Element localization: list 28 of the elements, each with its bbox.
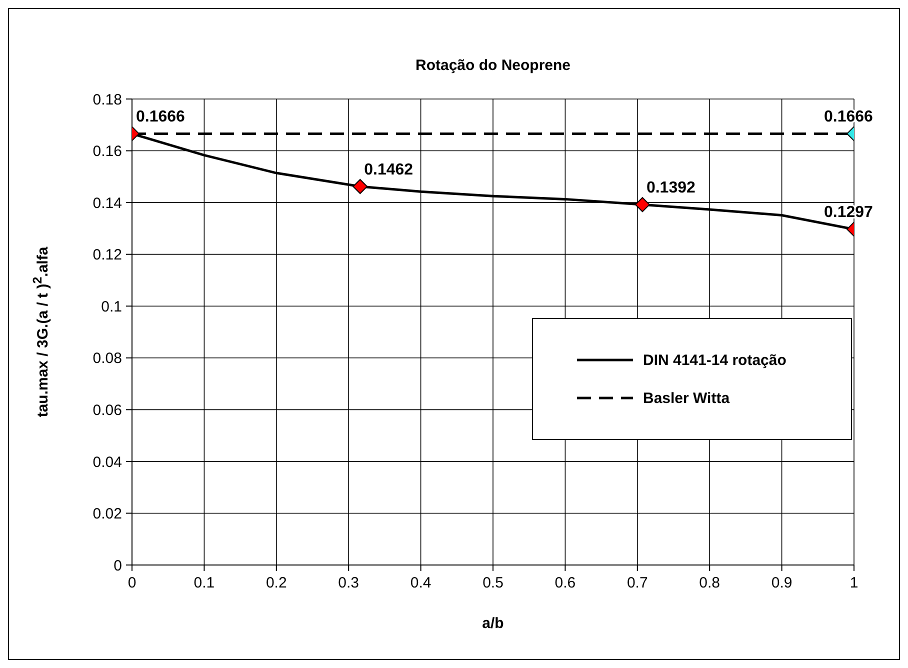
y-tick-label: 0.06: [92, 402, 122, 419]
y-tick-label: 0.08: [92, 350, 122, 368]
x-axis-title: a/b: [481, 615, 505, 632]
data-label: 0.1666: [136, 108, 186, 126]
legend-label: Basler Witta: [643, 390, 730, 407]
x-tick-label: 0.7: [626, 574, 648, 592]
x-tick-label: 0.1: [194, 574, 215, 592]
x-tick-label: 0: [128, 574, 136, 592]
x-tick-label: 0.5: [482, 574, 504, 592]
y-tick-label: 0: [114, 557, 122, 574]
y-tick-label: 0.1: [101, 298, 122, 316]
legend-label: DIN 4141-14 rotação: [643, 352, 786, 369]
x-tick-label: 0.6: [554, 574, 576, 592]
x-tick-label: 0.9: [771, 574, 792, 592]
y-tick-label: 0.12: [92, 246, 122, 264]
y-tick-label: 0.04: [92, 454, 122, 471]
chart-title: Rotação do Neoprene: [414, 57, 572, 74]
y-tick-label: 0.18: [92, 91, 122, 108]
x-tick-label: 0.3: [338, 574, 360, 592]
y-tick-label: 0.14: [92, 194, 122, 212]
data-label: 0.1462: [364, 162, 414, 179]
x-tick-label: 1: [850, 574, 858, 592]
x-tick-label: 0.4: [410, 574, 432, 592]
x-tick-label: 0.2: [266, 574, 287, 592]
data-label: 0.1392: [646, 180, 696, 197]
x-tick-label: 0.8: [699, 574, 720, 592]
y-tick-label: 0.02: [92, 506, 122, 523]
y-tick-label: 0.16: [92, 143, 122, 160]
